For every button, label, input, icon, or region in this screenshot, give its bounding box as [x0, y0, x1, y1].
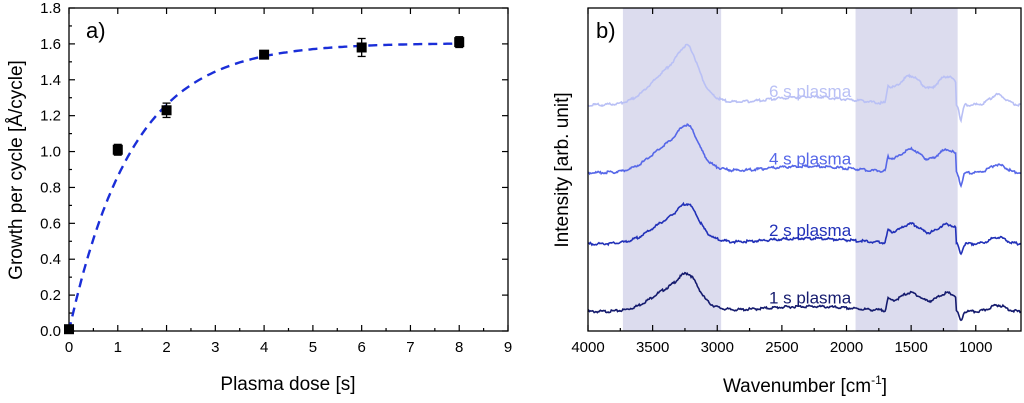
spectrum-line	[587, 43, 1021, 124]
y-tick-label: 0.0	[40, 323, 61, 340]
data-point	[259, 49, 270, 60]
x-tick-label: 8	[455, 339, 463, 356]
x-tick-label: 1000	[959, 339, 992, 356]
x-tick-label: 6	[357, 339, 365, 356]
x-tick-label: 4	[260, 339, 268, 356]
panel-b-series-labels: 1 s plasma 2 s plasma 4 s plasma 6 s plasma	[769, 82, 852, 308]
y-tick-label: 1.6	[40, 36, 61, 53]
square-marker	[161, 105, 172, 116]
y-tick-label: 0.4	[40, 251, 61, 268]
y-tick-label: 0.8	[40, 179, 61, 196]
x-tick-label: 1	[114, 339, 122, 356]
square-marker	[356, 42, 367, 53]
panel-b-spectra	[587, 43, 1022, 322]
x-tick-label: 3000	[701, 339, 734, 356]
panel-a-label: a)	[86, 18, 106, 43]
fit-curve	[67, 42, 460, 332]
square-marker	[259, 49, 270, 60]
y-tick-label: 1.8	[40, 0, 61, 17]
x-tick-label: 2500	[765, 339, 798, 356]
panel-a-data-points	[64, 36, 465, 335]
shaded-region	[855, 8, 958, 331]
y-tick-label: 1.0	[40, 144, 61, 161]
panel-b-spectra-chart: b) 4000 3500 3000 2500 2000 1500 1000 1 s plas…	[552, 7, 1022, 397]
panel-b-x-axis-title-end: ]	[882, 376, 887, 397]
data-point	[64, 324, 74, 335]
panel-a-axis-ticks: 0 1 2 3 4 5 6 7 8 9 0.0 0.2 0.4 0.6 0.8 1.0 1.2 1.4 1.6 1.8	[40, 0, 512, 356]
x-tick-label: 5	[309, 339, 317, 356]
x-tick-label: 9	[504, 339, 512, 356]
x-tick-label: 3	[211, 339, 219, 356]
panel-b-x-axis-title-text: Wavenumber [cm	[723, 376, 871, 397]
x-tick-label: 2000	[830, 339, 863, 356]
panel-a-x-axis-title: Plasma dose [s]	[220, 374, 355, 395]
panel-b-axis-ticks: 4000 3500 3000 2500 2000 1500 1000	[571, 8, 1009, 356]
spectrum-line	[587, 271, 1022, 322]
y-tick-label: 0.6	[40, 215, 61, 232]
panel-b-y-axis-title: Intensity [arb. unit]	[552, 92, 573, 247]
panel-b-x-axis-title: Wavenumber [cm-1]	[723, 373, 887, 397]
data-point	[161, 102, 172, 119]
panel-b-frame	[587, 7, 1022, 332]
series-label: 1 s plasma	[769, 289, 852, 308]
data-point	[454, 36, 465, 49]
x-tick-label: 0	[65, 339, 73, 356]
panel-b-x-axis-title-sup: -1	[871, 373, 882, 387]
x-tick-label: 2	[162, 339, 170, 356]
square-marker	[454, 37, 465, 48]
series-label: 6 s plasma	[769, 82, 852, 101]
panel-a-growth-chart: a) 0 1 2 3 4 5 6 7 8 9 0.0 0.2 0.4 0.6 0.8 1.0 1.2 1.4 1.6…	[6, 0, 512, 395]
series-label: 4 s plasma	[769, 150, 852, 169]
series-label: 2 s plasma	[769, 221, 852, 240]
x-tick-label: 4000	[571, 339, 604, 356]
data-point	[112, 143, 123, 156]
panel-a-frame	[68, 7, 509, 332]
panel-b-label: b)	[596, 18, 616, 43]
square-marker	[112, 144, 123, 155]
data-point	[356, 37, 367, 58]
y-tick-label: 1.2	[40, 108, 61, 125]
x-tick-label: 3500	[636, 339, 669, 356]
spectrum-line	[588, 201, 1022, 256]
square-marker	[64, 324, 74, 335]
panel-a-y-axis-title: Growth per cycle [Å/cycle]	[6, 60, 27, 280]
x-tick-label: 7	[406, 339, 414, 356]
x-tick-label: 1500	[894, 339, 927, 356]
spectrum-line	[588, 123, 1022, 189]
panel-a-fit-curve	[67, 42, 460, 332]
y-tick-label: 1.4	[40, 72, 61, 89]
panel-b-shaded-regions	[622, 8, 958, 331]
y-tick-label: 0.2	[40, 287, 61, 304]
shaded-region	[622, 8, 722, 331]
